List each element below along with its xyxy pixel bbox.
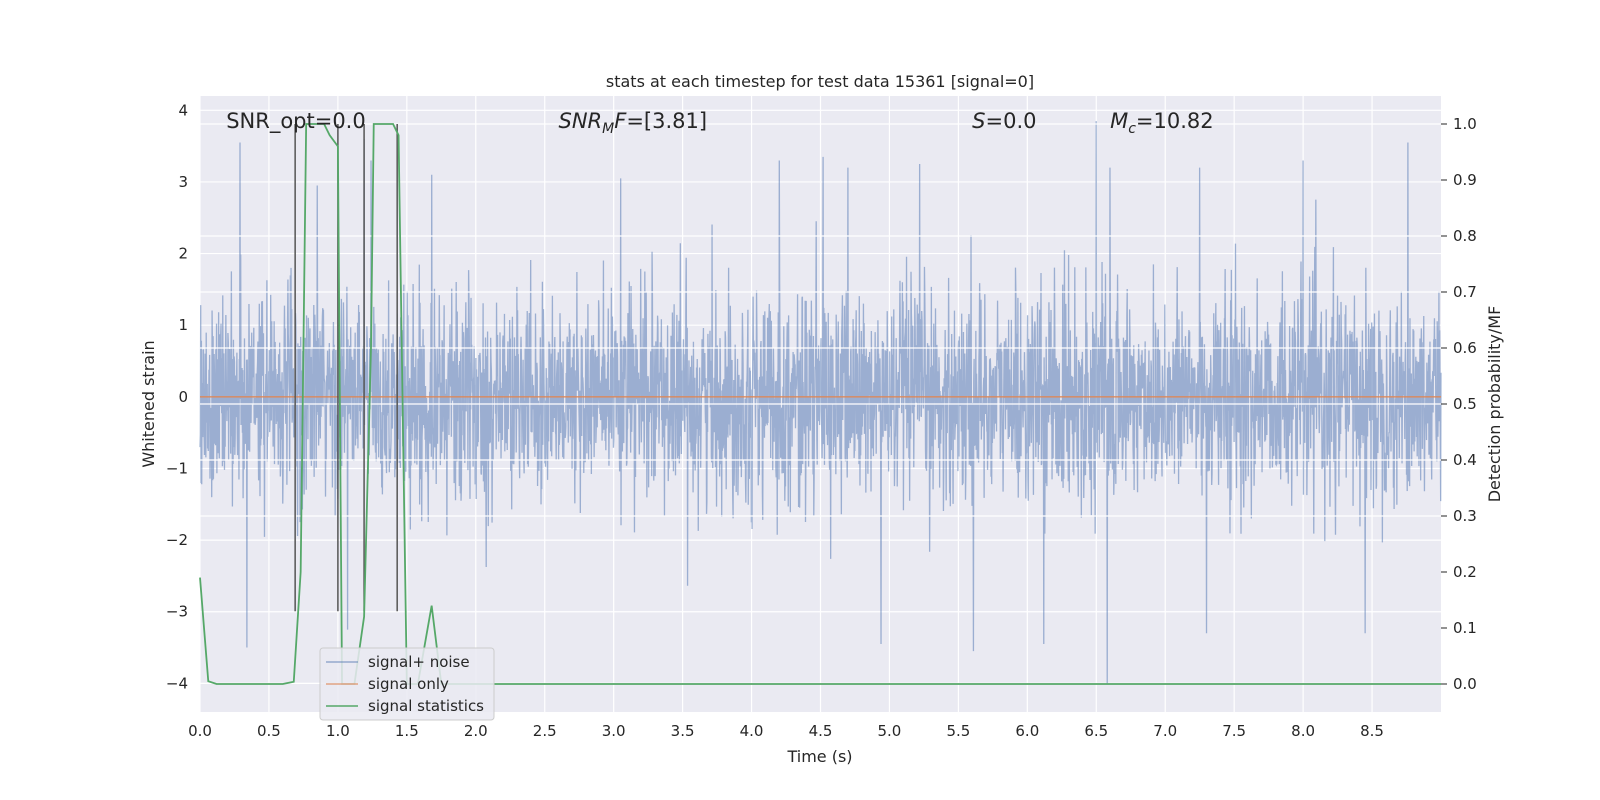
y-right-tick-label: 1.0 <box>1453 115 1477 133</box>
y-axis-right-label: Detection probability/MF <box>1485 306 1504 503</box>
x-tick-label: 1.0 <box>326 722 350 740</box>
x-tick-label: 2.0 <box>464 722 488 740</box>
annotation-2: S=0.0 <box>972 109 1036 133</box>
y-left-tick-label: −4 <box>166 674 188 692</box>
x-tick-label: 7.5 <box>1222 722 1246 740</box>
y-axis-right-ticks: 1.0 0.9 0.8 0.7 0.6 0.5 0.4 0.3 0.2 0.1 0.0 <box>1441 115 1477 693</box>
y-right-tick-label: 0.6 <box>1453 339 1477 357</box>
legend-label-signal-noise: signal+ noise <box>368 653 470 671</box>
y-left-tick-label: 0 <box>178 388 188 406</box>
y-right-tick-label: 0.1 <box>1453 619 1477 637</box>
annotation-3: Mc=10.82 <box>1110 109 1214 137</box>
x-tick-label: 5.0 <box>878 722 902 740</box>
x-tick-label: 1.5 <box>395 722 419 740</box>
y-left-tick-label: 1 <box>178 316 188 334</box>
y-left-tick-label: 2 <box>178 245 188 263</box>
legend-label-signal-statistics: signal statistics <box>368 697 484 715</box>
x-tick-label: 0.5 <box>257 722 281 740</box>
x-tick-label: 8.5 <box>1360 722 1384 740</box>
y-right-tick-label: 0.9 <box>1453 171 1477 189</box>
right-grid <box>200 123 1441 517</box>
y-left-tick-label: −3 <box>166 603 188 621</box>
x-tick-label: 3.0 <box>602 722 626 740</box>
x-tick-label: 3.5 <box>671 722 695 740</box>
annotations: SNR_opt=0.0 SNRMF=[3.81] S=0.0 Mc=10.82 <box>226 109 1213 137</box>
y-axis-left-ticks: 4 3 2 1 0 −1 −2 −3 −4 <box>166 101 188 692</box>
y-left-tick-label: 3 <box>178 173 188 191</box>
x-tick-label: 2.5 <box>533 722 557 740</box>
x-tick-label: 5.5 <box>946 722 970 740</box>
y-right-tick-label: 0.7 <box>1453 283 1477 301</box>
x-tick-label: 6.5 <box>1084 722 1108 740</box>
x-tick-label: 4.0 <box>740 722 764 740</box>
annotation-1: SNRMF=[3.81] <box>559 109 708 137</box>
x-axis-label: Time (s) <box>786 747 852 766</box>
legend-box <box>319 647 495 721</box>
x-tick-label: 4.5 <box>809 722 833 740</box>
y-left-tick-label: −1 <box>166 459 188 477</box>
y-right-tick-label: 0.4 <box>1453 451 1477 469</box>
y-axis-left-label: Whitened strain <box>139 340 158 467</box>
y-right-tick-label: 0.3 <box>1453 507 1477 525</box>
x-tick-label: 6.0 <box>1015 722 1039 740</box>
legend: signal+ noise signal only signal statist… <box>319 647 495 721</box>
legend-label-signal-only: signal only <box>368 675 449 693</box>
y-left-tick-label: −2 <box>166 531 188 549</box>
y-left-tick-label: 4 <box>178 101 188 119</box>
x-tick-label: 7.0 <box>1153 722 1177 740</box>
x-tick-label: 8.0 <box>1291 722 1315 740</box>
y-right-tick-label: 0.5 <box>1453 395 1477 413</box>
annotation-0: SNR_opt=0.0 <box>226 109 366 134</box>
y-right-tick-label: 0.8 <box>1453 227 1477 245</box>
x-axis-ticks: 0.0 0.5 1.0 1.5 2.0 2.5 3.0 3.5 4.0 4.5 5.0 5.5 6.0 6… <box>188 722 1384 740</box>
y-right-tick-label: 0.2 <box>1453 563 1477 581</box>
chart-title: stats at each timestep for test data 153… <box>606 72 1034 91</box>
x-tick-label: 0.0 <box>188 722 212 740</box>
y-right-tick-label: 0.0 <box>1453 675 1477 693</box>
